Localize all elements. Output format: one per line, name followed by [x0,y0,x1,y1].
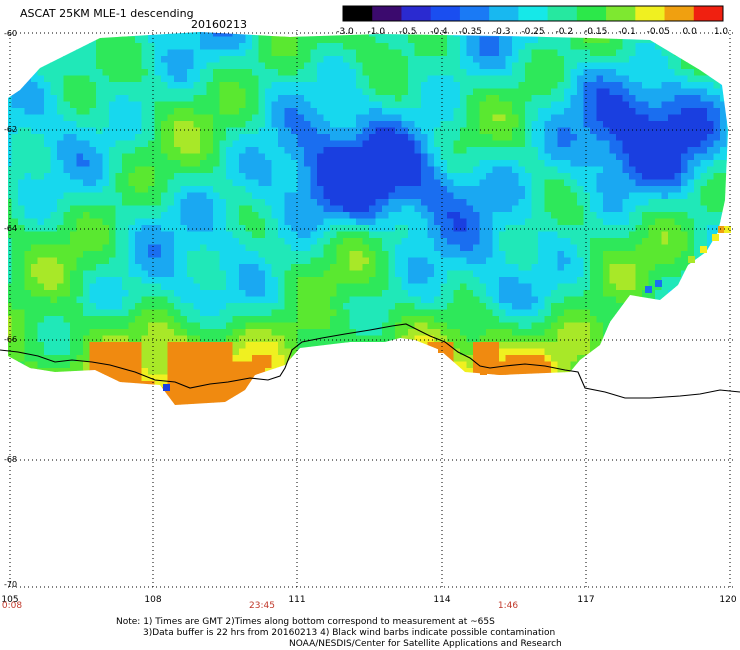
note-line-1: Note: 1) Times are GMT 2)Times along bot… [116,617,495,627]
lon-label-108: 108 [144,595,162,605]
lat-label-68: -68 [4,455,18,464]
note-line-2: 3)Data buffer is 22 hrs from 20160213 4)… [143,628,556,638]
lat-label-60: -60 [4,29,18,38]
colorbar-tick-label: 0.0 [682,27,697,37]
antarctic-coastline [0,323,740,399]
colorbar-tick-label: -0.3 [492,27,511,37]
colorbar-swatch [430,6,461,21]
wind-field-layer [8,32,728,405]
colorbar-swatch [518,6,549,21]
colorbar-tick-label: -0.5 [398,27,417,37]
lat-label-62: -62 [4,125,18,134]
time-label-middle: 23:45 [249,601,275,611]
lat-label-66: -66 [4,335,18,344]
colorbar-swatch [401,6,432,21]
note-line-3: NOAA/NESDIS/Center for Satellite Applica… [289,639,562,649]
lat-label-64: -64 [4,224,18,233]
colorbar-tick-label: -0.35 [458,27,482,37]
lat-label-70: -70 [4,580,18,589]
colorbar-tick-label: -0.15 [584,27,608,37]
colorbar-swatch [606,6,636,21]
edge-pixels [163,226,731,403]
time-label-end: 1:46 [497,601,519,611]
colorbar-frame [342,5,724,22]
colorbar-swatch [547,6,578,21]
colorbar-swatch [459,6,490,21]
colorbar-swatch [693,6,724,21]
lon-label-105: 105 [1,595,19,605]
colorbar-tick-label: -0.25 [521,27,545,37]
time-label-start: 0:08 [1,601,23,611]
colorbar-tick-label: -3.0 [336,27,354,37]
colorbar-tick-label: -0.4 [430,27,448,37]
lat-lon-grid [8,30,735,588]
colorbar-tick-label: -1.0 [367,27,386,37]
colorbar-tick-label: -0.2 [555,27,574,37]
colorbar-swatch [489,6,519,21]
colorbar-swatch [664,6,695,21]
figure-date: 20160213 [191,18,247,31]
colorbar-swatch [635,6,666,21]
lon-label-120: 120 [719,595,737,605]
colorbar-swatch [372,6,402,21]
lon-label-111: 111 [288,595,306,605]
colorbar-tick-label: -0.05 [646,27,670,37]
colorbar-swatch [343,6,373,21]
colorbar-swatch [576,6,607,21]
color-scale-bar [342,5,724,22]
lon-label-114: 114 [433,595,451,605]
colorbar-tick-label: 1.0 [713,27,729,37]
lon-label-117: 117 [577,595,595,605]
figure-title: ASCAT 25KM MLE-1 descending [20,7,194,20]
colorbar-tick-label: -0.1 [618,27,636,37]
